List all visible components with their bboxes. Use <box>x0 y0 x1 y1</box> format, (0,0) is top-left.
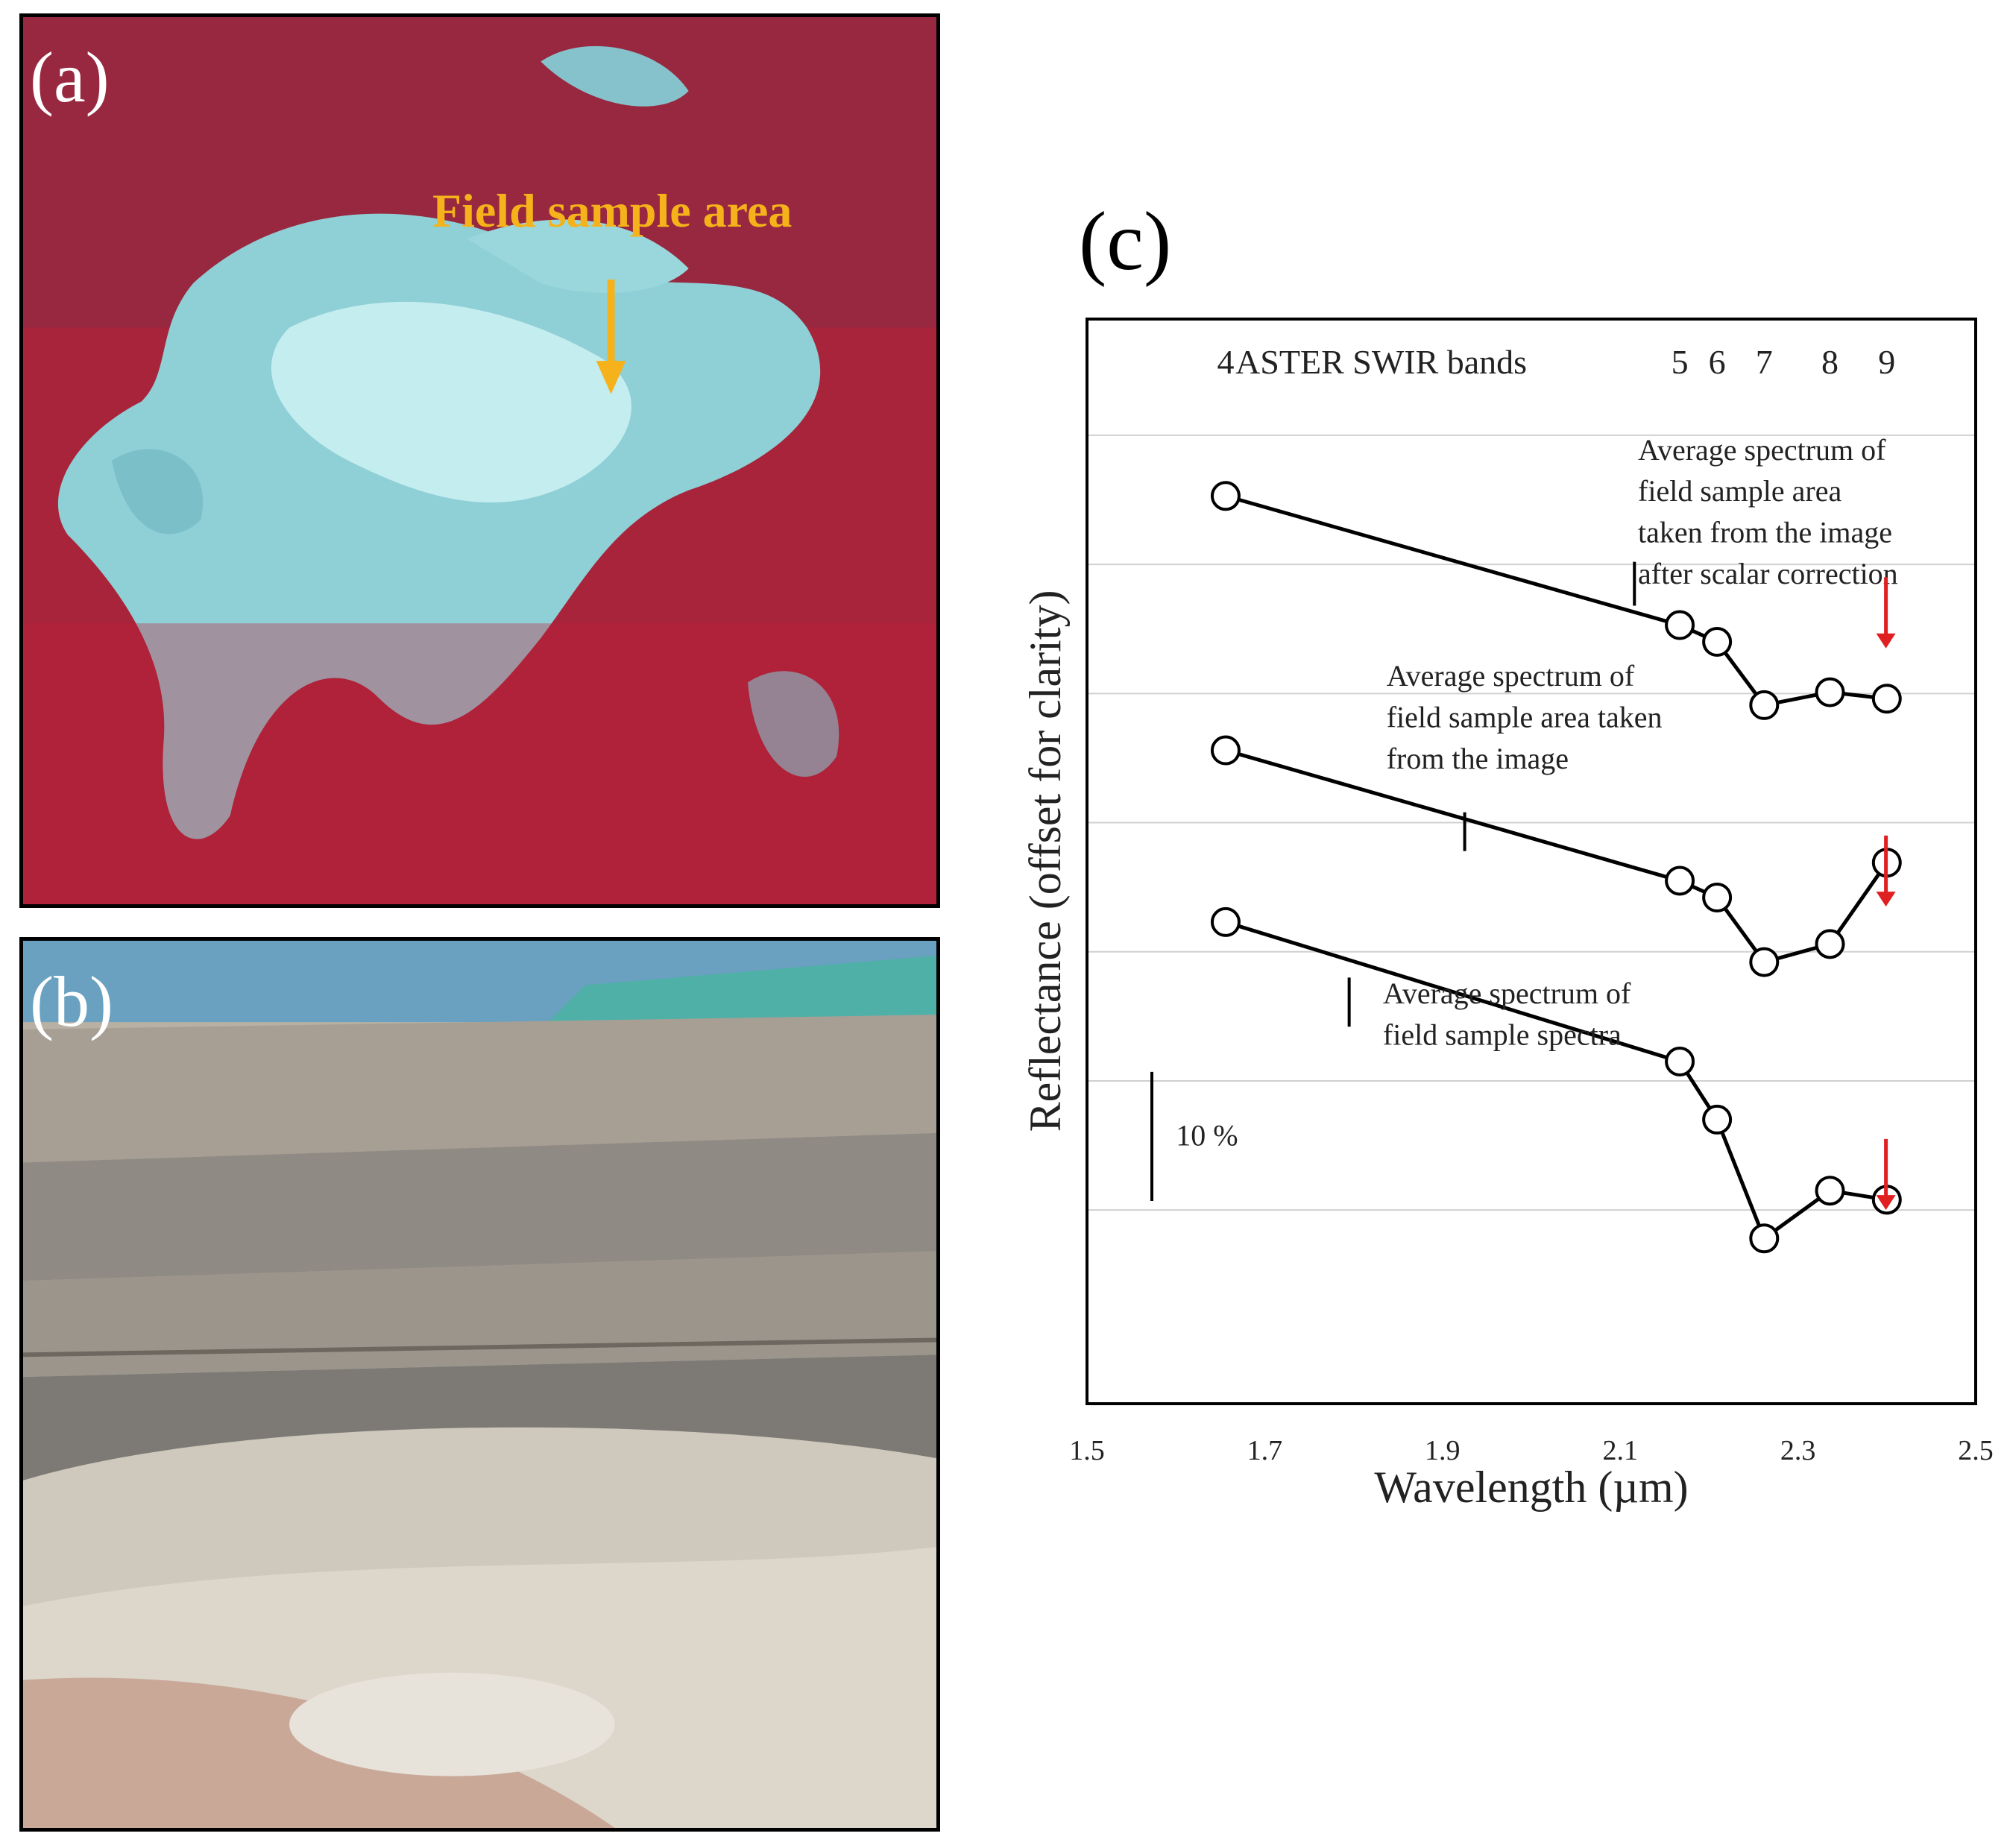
series-0-point-3 <box>1749 690 1780 720</box>
x-axis-label: Wavelength (µm) <box>1374 1463 1688 1512</box>
panel-a-label: (a) <box>30 37 110 117</box>
satellite-image-panel <box>19 13 940 908</box>
plot-frame <box>1086 318 1977 1405</box>
panel-c-label: (c) <box>1079 195 1172 288</box>
band-number-6: 6 <box>1709 343 1726 381</box>
series-1-point-4 <box>1815 929 1845 959</box>
series-2-point-4 <box>1815 1176 1845 1206</box>
series-2-point-3 <box>1749 1223 1780 1254</box>
x-tick-label: 2.3 <box>1780 1435 1816 1466</box>
series-0-point-4 <box>1815 677 1845 707</box>
spectra-chart: 4 5 6 7 8 9 ASTER SWIR bands Average spectrum … <box>1021 298 2007 1528</box>
series-1-point-0 <box>1210 735 1241 766</box>
series-2-point-1 <box>1665 1046 1695 1076</box>
band-number-4: 4 <box>1217 343 1234 381</box>
band-number-5: 5 <box>1672 343 1689 381</box>
series-0-point-5 <box>1871 684 1902 714</box>
series-0-point-1 <box>1665 610 1695 640</box>
open-pit-mine-photo <box>23 941 936 1828</box>
series-1-label: Average spectrum of field sample area tak… <box>1387 659 1663 775</box>
x-tick-label: 1.9 <box>1425 1435 1461 1466</box>
series-0-point-0 <box>1210 481 1241 511</box>
false-color-satellite-image <box>23 17 936 904</box>
band9-arrow-head-2 <box>1876 1195 1896 1211</box>
panel-b-label: (b) <box>30 962 113 1041</box>
band9-arrow-head-0 <box>1876 633 1896 649</box>
series-line-1 <box>1225 748 1888 965</box>
series-1-point-1 <box>1665 865 1695 896</box>
band-header-title: ASTER SWIR bands <box>1235 343 1527 381</box>
series-2-point-2 <box>1702 1104 1733 1135</box>
band-number-9: 9 <box>1878 343 1895 381</box>
scale-bar-label: 10 % <box>1176 1119 1238 1152</box>
series-0-label: Average spectrum of field sample area take… <box>1638 433 1898 590</box>
band-number-8: 8 <box>1821 343 1839 381</box>
x-tick-label: 2.1 <box>1602 1435 1638 1466</box>
series-1-point-2 <box>1702 883 1733 912</box>
spectra-chart-svg: 4 5 6 7 8 9 ASTER SWIR bands Average spectrum … <box>1021 318 1994 1512</box>
mine-photo-panel <box>19 937 940 1832</box>
x-tick-label: 1.7 <box>1247 1435 1283 1466</box>
series-2-label: Average spectrum of field sample spectra <box>1383 977 1631 1051</box>
x-tick-label: 1.5 <box>1069 1435 1105 1466</box>
x-tick-label: 2.5 <box>1958 1435 1994 1466</box>
band9-arrow-head-1 <box>1876 892 1896 907</box>
series-1-point-3 <box>1749 947 1780 977</box>
band-number-7: 7 <box>1756 343 1773 381</box>
series-2-point-0 <box>1210 906 1241 937</box>
series-0-point-2 <box>1702 627 1733 657</box>
field-sample-area-annotation: Field sample area <box>432 184 793 237</box>
y-axis-label: Reflectance (offset for clarity) <box>1021 590 1070 1132</box>
